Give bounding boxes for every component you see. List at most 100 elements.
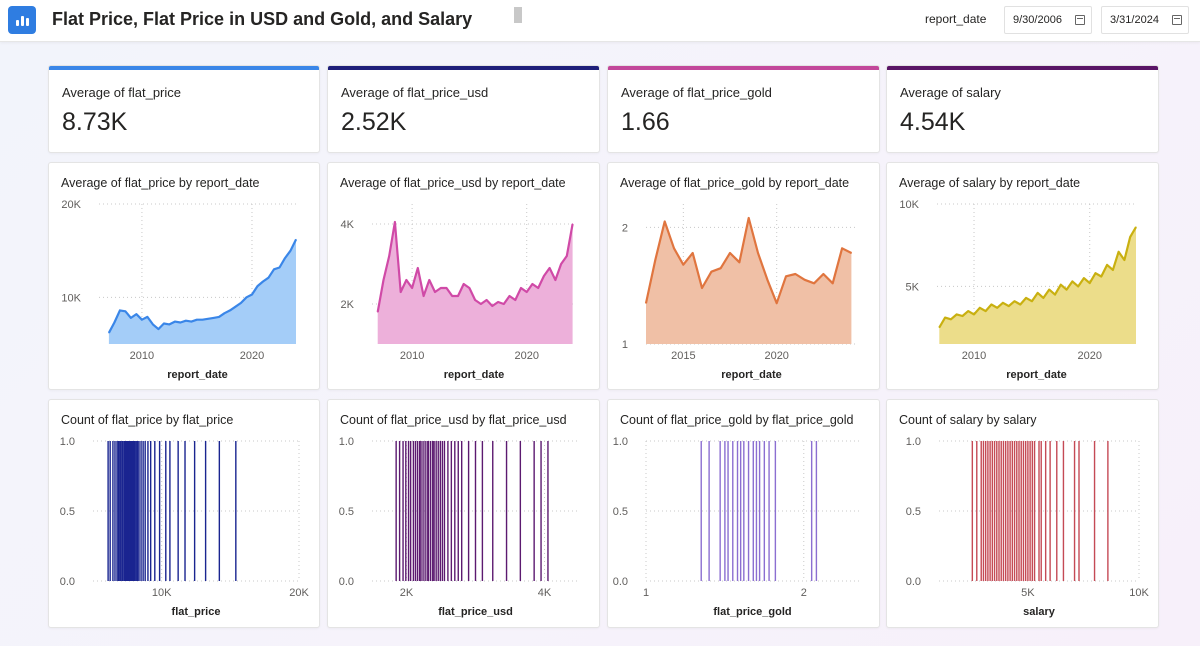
kpi-value: 4.54K: [900, 108, 966, 136]
data-point: [813, 282, 815, 284]
x-tick-label: 2020: [240, 350, 264, 362]
data-point: [108, 332, 110, 334]
data-point: [463, 283, 465, 285]
data-point: [190, 321, 193, 323]
data-point: [664, 220, 666, 223]
y-tick-label: 1.0: [906, 436, 921, 448]
kpi-accent-bar: [328, 66, 599, 70]
data-point: [168, 323, 171, 325]
y-tick-label: 10K: [61, 292, 81, 304]
data-point: [428, 279, 430, 281]
data-point: [468, 287, 471, 289]
y-tick-label: 1: [622, 339, 628, 351]
x-tick-label: 2K: [400, 587, 414, 599]
chart-card-count-salary[interactable]: Count of salary by salary 0.0 0.5 1.0 5K 10K…: [886, 399, 1159, 628]
chart-card-flat-price-usd-by-date[interactable]: Average of flat_price_usd by report_date…: [327, 162, 600, 390]
y-tick-label: 0.5: [906, 506, 921, 518]
area-fill: [377, 222, 573, 344]
x-axis-label: flat_price: [172, 606, 221, 618]
data-point: [566, 255, 568, 257]
data-point: [531, 283, 534, 285]
data-point: [692, 252, 694, 254]
data-point: [377, 311, 379, 313]
data-point: [673, 247, 675, 249]
data-point: [1037, 292, 1039, 294]
start-date-input[interactable]: 9/30/2006: [1004, 6, 1092, 34]
data-point: [289, 250, 292, 252]
data-point: [1123, 259, 1126, 261]
data-point: [822, 273, 824, 275]
data-point: [273, 268, 275, 270]
data-point: [152, 323, 154, 325]
kpi-card-flat-price-usd[interactable]: Average of flat_price_usd 2.52K: [327, 65, 600, 153]
data-point: [267, 277, 270, 279]
data-point: [956, 313, 958, 315]
x-tick-label: 1: [643, 587, 649, 599]
data-point: [841, 247, 843, 249]
chart-card-salary-by-date[interactable]: Average of salary by report_date 5K 10K 20…: [886, 162, 1159, 390]
start-date-value: 9/30/2006: [1013, 14, 1062, 26]
data-point: [157, 328, 160, 330]
data-point: [146, 316, 149, 318]
data-point: [973, 313, 975, 315]
data-point: [514, 299, 516, 301]
data-point: [654, 259, 656, 261]
y-tick-label: 1.0: [613, 436, 628, 448]
x-axis-label: salary: [1023, 606, 1056, 618]
area-fill: [108, 239, 297, 344]
data-point: [776, 302, 778, 304]
data-point: [701, 287, 703, 289]
data-point: [1112, 269, 1114, 271]
data-point: [961, 315, 964, 317]
bar-chart-icon[interactable]: [8, 6, 36, 34]
chart-card-count-flat-price[interactable]: Count of flat_price by flat_price 0.0 0.5…: [48, 399, 320, 628]
y-tick-label: 1.0: [60, 436, 75, 448]
y-tick-label: 5K: [906, 281, 920, 293]
x-axis-label: report_date: [444, 369, 505, 381]
data-point: [1019, 303, 1021, 306]
data-point: [382, 279, 385, 281]
data-point: [130, 317, 132, 319]
chart-card-count-flat-price-usd[interactable]: Count of flat_price_usd by flat_price_us…: [327, 399, 600, 628]
data-point: [560, 263, 562, 265]
calendar-icon[interactable]: [1172, 15, 1182, 25]
data-point: [1042, 297, 1045, 299]
kpi-card-flat-price[interactable]: Average of flat_price 8.73K: [48, 65, 320, 153]
calendar-icon[interactable]: [1075, 15, 1085, 25]
y-tick-label: 10K: [899, 199, 919, 211]
data-point: [405, 279, 407, 281]
chart-card-count-flat-price-gold[interactable]: Count of flat_price_gold by flat_price_g…: [607, 399, 880, 628]
data-point: [526, 291, 528, 293]
data-point: [549, 267, 551, 269]
kpi-card-salary[interactable]: Average of salary 4.54K: [886, 65, 1159, 153]
data-point: [278, 266, 281, 269]
y-tick-label: 0.0: [906, 576, 921, 588]
chart-svg: 1 2 2015 2020 report_date: [622, 204, 857, 381]
data-point: [1118, 251, 1120, 253]
data-point: [1129, 236, 1131, 238]
data-point: [850, 252, 852, 254]
chart-svg: 10K 20K 2010 2020 report_date: [61, 199, 297, 381]
data-point: [1100, 275, 1102, 278]
top-bar: Flat Price, Flat Price in USD and Gold, …: [0, 0, 1200, 42]
kpi-card-flat-price-gold[interactable]: Average of flat_price_gold 1.66: [607, 65, 880, 153]
y-tick-label: 0.5: [613, 506, 628, 518]
end-date-input[interactable]: 3/31/2024: [1101, 6, 1189, 34]
x-tick-label: 2010: [130, 350, 154, 362]
x-tick-label: 2020: [764, 350, 788, 362]
data-point: [486, 299, 488, 301]
y-tick-label: 0.0: [613, 576, 628, 588]
x-tick-label: 2010: [962, 350, 986, 362]
data-point: [1077, 285, 1079, 287]
data-point: [440, 287, 442, 289]
x-tick-label: 4K: [538, 587, 552, 599]
data-point: [748, 217, 750, 219]
chart-svg: 0.0 0.5 1.0 1 2 flat_price_gold: [613, 436, 859, 618]
data-point: [201, 319, 204, 321]
kpi-value: 2.52K: [341, 108, 407, 136]
data-point: [251, 293, 253, 296]
data-point: [434, 291, 436, 293]
chart-card-flat-price-by-date[interactable]: Average of flat_price by report_date 10K…: [48, 162, 320, 390]
chart-card-flat-price-gold-by-date[interactable]: Average of flat_price_gold by report_dat…: [607, 162, 880, 390]
data-point: [508, 295, 511, 297]
